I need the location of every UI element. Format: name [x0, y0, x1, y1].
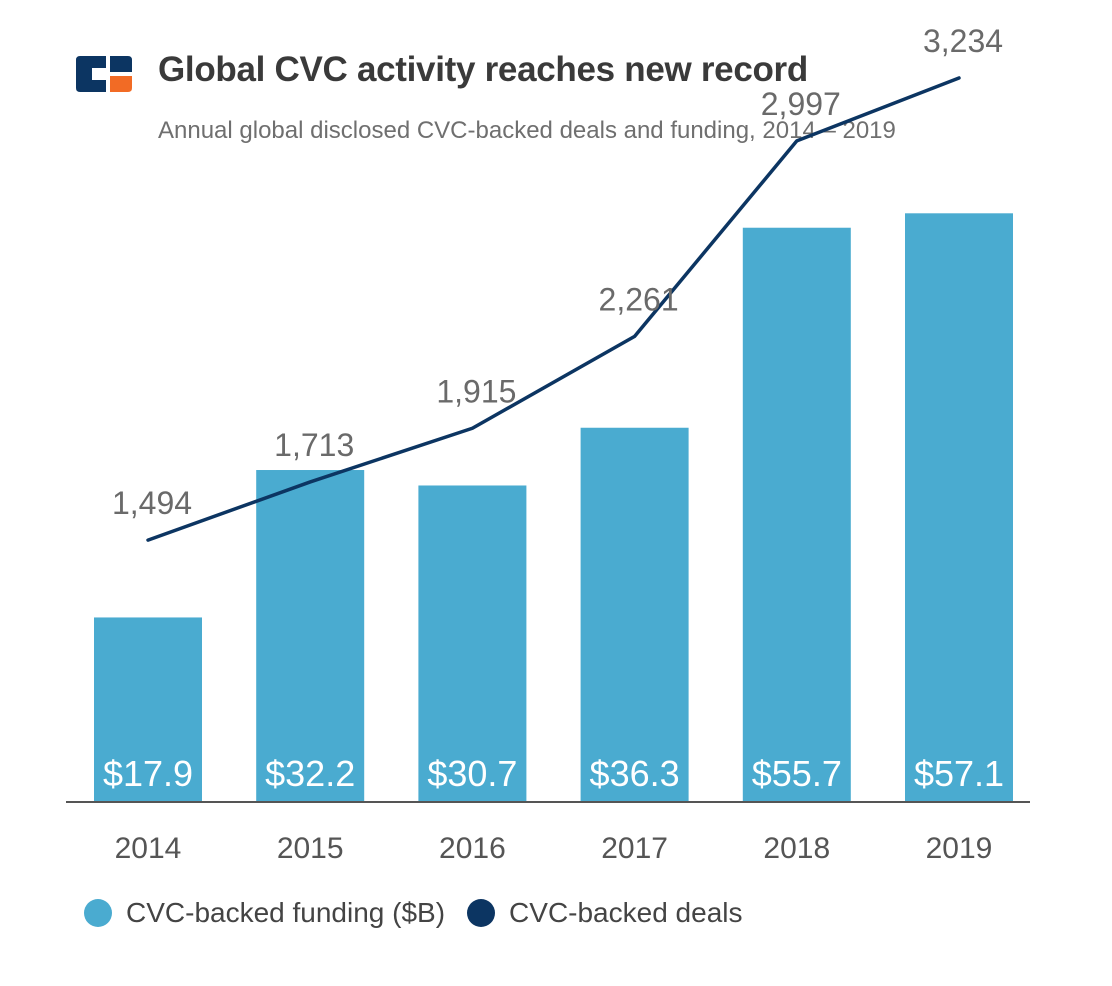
deals-value-label-2018: 2,997	[761, 86, 841, 122]
bars-layer	[94, 213, 1013, 802]
cb-insights-logo	[76, 56, 132, 92]
legend-swatch-funding	[84, 899, 112, 927]
legend-item-funding: CVC-backed funding ($B)	[84, 897, 445, 929]
x-tick-label-2017: 2017	[601, 832, 668, 865]
chart-header: Global CVC activity reaches new record A…	[0, 0, 1112, 160]
bar-2015	[256, 470, 365, 802]
bar-2014	[94, 617, 202, 802]
chart-subtitle: Annual global disclosed CVC-backed deals…	[158, 117, 896, 144]
x-tick-label-2016: 2016	[439, 832, 506, 865]
deals-line-layer	[146, 76, 961, 542]
deals-value-label-2019: 3,234	[923, 23, 1003, 59]
bar-value-label-2018: $55.7	[752, 753, 842, 794]
bar-2018	[742, 227, 851, 802]
deals-value-label-2015: 1,713	[274, 427, 354, 463]
bar-value-label-2016: $30.7	[427, 753, 517, 794]
bar-2017	[580, 427, 689, 802]
deals-line	[146, 76, 961, 542]
chart-title: Global CVC activity reaches new record	[158, 50, 808, 89]
legend-label-deals: CVC-backed deals	[509, 897, 743, 928]
legend-label-funding: CVC-backed funding ($B)	[126, 897, 446, 928]
deals-value-label-2014: 1,494	[112, 485, 192, 521]
bar-2019	[905, 213, 1013, 802]
chart-canvas: $17.9 2014 1,494 $32.2 2015 1,713 $30.7 2016 1,9…	[66, 23, 1030, 865]
labels-layer: $17.9 2014 1,494 $32.2 2015 1,713 $30.7 2016 1,9…	[103, 23, 1004, 865]
bar-2016	[418, 485, 527, 802]
x-tick-label-2018: 2018	[763, 832, 830, 865]
x-tick-label-2014: 2014	[115, 832, 182, 865]
bar-value-label-2015: $32.2	[265, 753, 355, 794]
bar-value-label-2019: $57.1	[914, 753, 1004, 794]
chart-legend: CVC-backed funding ($B) CVC-backed deals	[84, 893, 765, 933]
bar-value-label-2014: $17.9	[103, 753, 193, 794]
x-tick-label-2019: 2019	[926, 832, 993, 865]
bar-value-label-2017: $36.3	[590, 753, 680, 794]
legend-item-deals: CVC-backed deals	[467, 897, 743, 929]
deals-value-label-2016: 1,915	[436, 373, 516, 409]
deals-value-label-2017: 2,261	[599, 281, 679, 317]
x-tick-label-2015: 2015	[277, 832, 344, 865]
legend-swatch-deals	[467, 899, 496, 927]
